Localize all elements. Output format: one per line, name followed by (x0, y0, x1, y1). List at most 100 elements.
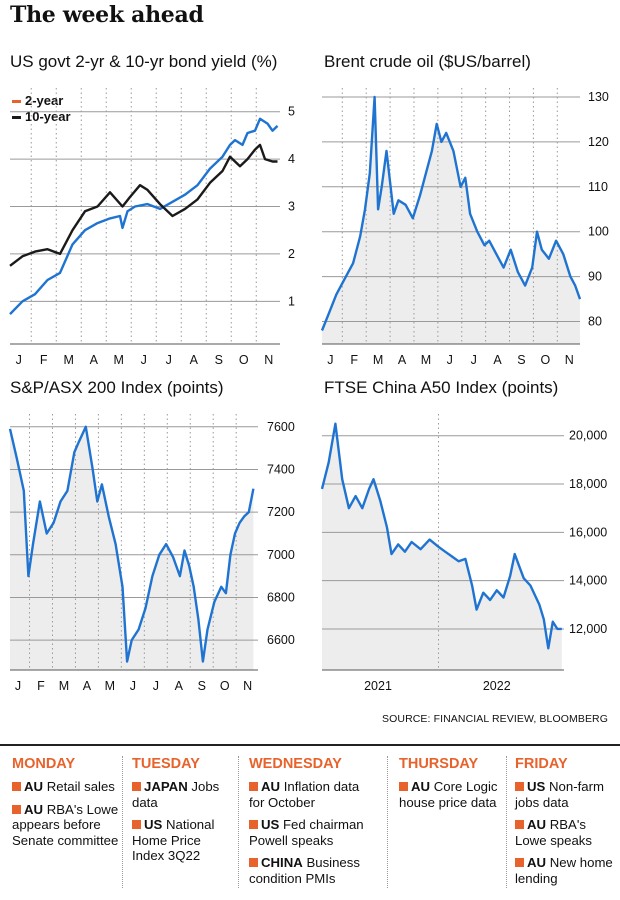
y-tick-label: 130 (588, 90, 609, 104)
bullet-square-icon (515, 858, 524, 867)
x-tick-label: F (37, 679, 45, 693)
y-tick-label: 90 (588, 270, 602, 284)
x-tick-label: S (198, 679, 206, 693)
x-tick-label: N (243, 679, 252, 693)
column-divider (387, 756, 388, 888)
chart-panel-brent: Brent crude oil ($US/barrel) 80 90 100 110 1… (320, 52, 612, 372)
y-tick-label: 18,000 (569, 477, 607, 491)
chart-legend: 2-year 10-year (12, 93, 71, 125)
chart-title: Brent crude oil ($US/barrel) (324, 52, 531, 71)
chart-panel-asx200: S&P/ASX 200 Index (points) 6600 6800 7000 7… (8, 378, 310, 698)
x-tick-label: M (421, 353, 431, 367)
event-text: Fed chairman Powell speaks (249, 817, 364, 848)
day-name: WEDNESDAY (249, 756, 342, 772)
x-tick-label: S (517, 353, 525, 367)
day-column-thursday: THURSDAY AU Core Logic house price data (399, 756, 499, 892)
event-text: Core Logic house price data (399, 779, 498, 810)
x-tick-label: J (141, 353, 147, 367)
series-line-10-year (9, 143, 278, 267)
week-calendar: MONDAY AU Retail sales AU RBA's Lowe app… (0, 744, 620, 900)
x-tick-label: M (114, 353, 124, 367)
chart-panel-bond-yield: US govt 2-yr & 10-yr bond yield (%) 2-ye… (9, 52, 310, 372)
y-tick-label: 6600 (267, 633, 295, 647)
day-name: FRIDAY (515, 756, 568, 772)
area-fill (322, 423, 562, 670)
x-tick-label: S (215, 353, 223, 367)
chart-title: FTSE China A50 Index (points) (324, 378, 559, 397)
y-tick-label: 120 (588, 135, 609, 149)
x-tick-label: J (153, 679, 159, 693)
x-tick-label: M (105, 679, 115, 693)
legend-label: 2-year (25, 93, 64, 108)
event-text: National Home Price Index 3Q22 (132, 817, 215, 863)
event-region: US (261, 817, 280, 832)
x-tick-label: J (327, 353, 333, 367)
chart-plot: 12,000 14,000 16,000 18,000 20,000 2021 2022 (320, 414, 607, 693)
x-tick-label: A (493, 353, 502, 367)
x-tick-label: M (64, 353, 74, 367)
event-item: US National Home Price Index 3Q22 (132, 817, 230, 864)
y-tick-label: 7400 (267, 462, 295, 476)
day-column-monday: MONDAY AU Retail sales AU RBA's Lowe app… (12, 756, 120, 892)
event-item: AU Core Logic house price data (399, 779, 499, 810)
bullet-square-icon (12, 804, 21, 814)
y-tick-label: 7200 (267, 505, 295, 519)
series-line-brent (320, 95, 582, 331)
y-tick-label: 16,000 (569, 525, 607, 539)
x-tick-label: A (90, 353, 99, 367)
y-tick-label: 4 (288, 152, 295, 166)
bullet-square-icon (249, 858, 258, 867)
event-text: Jobs data (132, 779, 220, 810)
event-region: AU (411, 779, 431, 794)
event-text: Retail sales (46, 779, 115, 794)
day-column-wednesday: WEDNESDAY AU Inflation data for October … (249, 756, 377, 892)
event-text: Non-farm jobs data (515, 779, 604, 810)
event-item: CHINA Business condition PMIs (249, 855, 377, 886)
event-item: AU Inflation data for October (249, 779, 377, 810)
event-item: AU New home lending (515, 855, 615, 886)
day-column-tuesday: TUESDAY JAPAN Jobs data US National Home… (132, 756, 230, 892)
legend-label: 10-year (25, 109, 71, 124)
y-tick-label: 7600 (267, 420, 295, 434)
x-tick-label: F (350, 353, 358, 367)
event-region: AU (527, 855, 547, 870)
event-text: RBA's Lowe speaks (515, 817, 592, 848)
y-tick-label: 3 (288, 200, 295, 214)
y-tick-label: 100 (588, 225, 609, 239)
event-region: CHINA (261, 855, 303, 870)
y-tick-label: 14,000 (569, 574, 607, 588)
bullet-square-icon (12, 782, 21, 791)
day-column-friday: FRIDAY US Non-farm jobs data AU RBA's Lo… (515, 756, 615, 892)
series-line-2-year (9, 117, 279, 315)
chart-plot: 1 2 3 4 5 J F M A M J J A S O N (9, 88, 295, 367)
x-tick-label: A (190, 353, 199, 367)
column-divider (506, 756, 507, 888)
event-text: New home lending (515, 855, 613, 886)
event-text: Business condition PMIs (249, 855, 360, 886)
y-tick-label: 80 (588, 315, 602, 329)
bullet-square-icon (249, 782, 258, 791)
page-title: The week ahead (10, 2, 204, 28)
event-text: RBA's Lowe appears before Senate committ… (12, 801, 119, 848)
day-name: MONDAY (12, 756, 76, 772)
x-tick-label: N (264, 353, 273, 367)
y-tick-label: 12,000 (569, 622, 607, 636)
legend-item: 10-year (12, 109, 71, 125)
series-line-asx (8, 425, 255, 663)
day-name: TUESDAY (132, 756, 200, 772)
event-region: AU (527, 817, 547, 832)
x-tick-label: 2021 (364, 679, 392, 693)
chart-title: US govt 2-yr & 10-yr bond yield (%) (10, 52, 278, 71)
series-line-a50 (320, 422, 562, 650)
bullet-square-icon (132, 820, 141, 829)
x-tick-label: O (540, 353, 550, 367)
x-tick-label: A (398, 353, 407, 367)
event-item: US Non-farm jobs data (515, 779, 615, 810)
y-tick-label: 1 (288, 294, 295, 308)
chart-title: S&P/ASX 200 Index (points) (10, 378, 224, 397)
event-item: AU Retail sales (12, 779, 120, 795)
event-region: AU (24, 801, 44, 817)
x-tick-label: F (40, 353, 48, 367)
x-tick-label: J (15, 679, 21, 693)
area-fill (322, 97, 580, 344)
